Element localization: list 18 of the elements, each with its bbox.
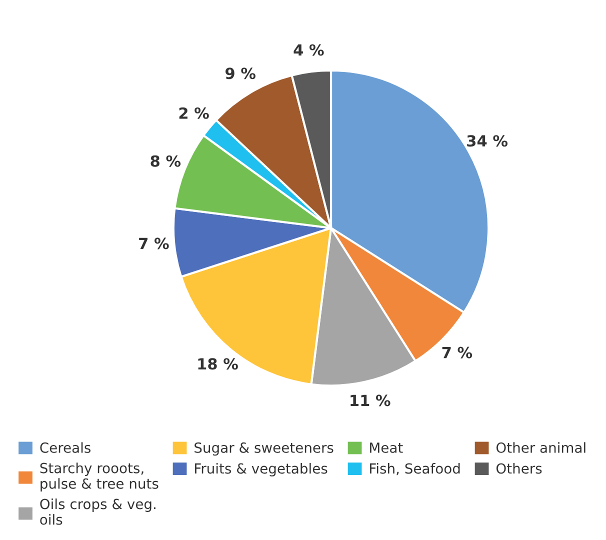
legend-label: Starchy rooots, pulse & tree nuts [40, 462, 158, 492]
legend-label: Fruits & vegetables [195, 462, 328, 476]
data-label: 9 % [226, 68, 256, 80]
data-label: 34 % [467, 135, 508, 147]
data-label: 18 % [198, 358, 238, 370]
data-label: 11 % [350, 394, 390, 406]
data-label: 7 % [442, 346, 472, 358]
legend-label: Fish, Seafood [370, 462, 460, 476]
data-label: 7 % [139, 238, 169, 250]
data-label: 4 % [294, 44, 324, 56]
data-label: 2 % [179, 107, 209, 119]
legend-label: Meat [370, 442, 403, 453]
legend-label: Sugar & sweeteners [194, 442, 334, 456]
data-label: 8 % [150, 155, 181, 167]
legend-label: Oils crops & veg. oils [40, 498, 156, 525]
legend-label: Cereals [40, 442, 91, 453]
legend-label: Other animal [496, 442, 586, 453]
legend-label: Others [496, 462, 542, 474]
